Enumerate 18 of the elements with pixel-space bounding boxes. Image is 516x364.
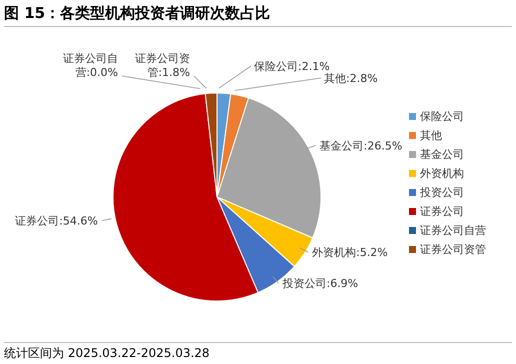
data-label: 投资公司:6.9% [281, 276, 358, 290]
legend-label: 保险公司 [420, 110, 464, 123]
legend-label: 证券公司自营 [420, 224, 486, 237]
legend-label: 基金公司 [420, 148, 464, 161]
data-label: 保险公司:2.1% [254, 60, 330, 73]
legend-label: 外资机构 [420, 167, 464, 180]
data-label: 证券公司:54.6% [15, 214, 98, 228]
data-label: 外资机构:5.2% [312, 246, 388, 260]
text: 证券公司自营:0.0% [63, 52, 118, 79]
legend-label: 投资公司 [420, 186, 464, 199]
chart-title: 图 15：各类型机构投资者调研次数占比 [4, 4, 512, 27]
data-label: 其他:2.8% [324, 72, 378, 85]
legend-label: 证券公司资管 [420, 243, 486, 256]
legend-label: 证券公司 [420, 205, 464, 218]
text: 统计区间为 2025.03.22-2025.03.28 [4, 346, 210, 360]
legend-label: 其他 [420, 129, 442, 142]
data-label: 证券公司资管:1.8% [135, 52, 190, 79]
data-label: 基金公司:26.5% [320, 139, 402, 152]
